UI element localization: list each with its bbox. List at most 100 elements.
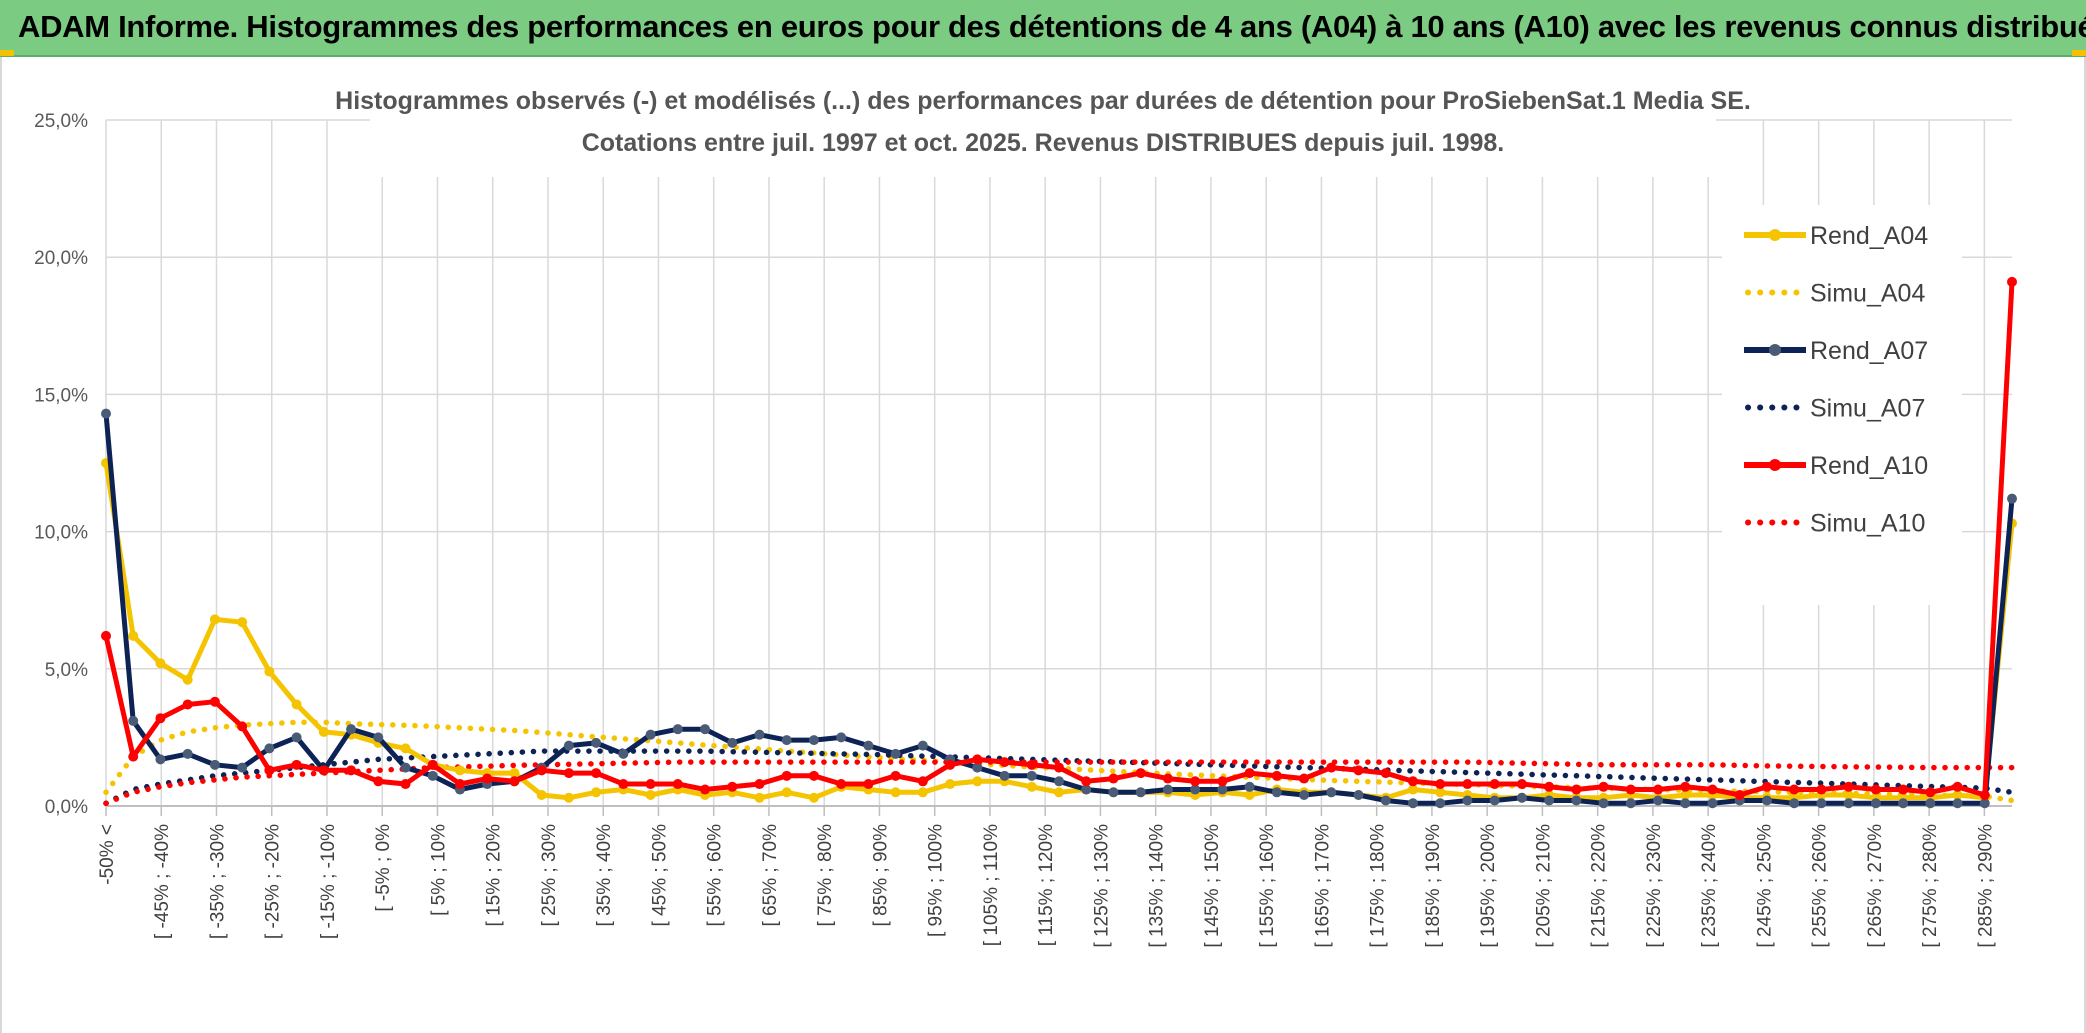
x-tick-label: [ -5% ; 0% — [373, 824, 394, 912]
data-point-rend-a10 — [591, 768, 602, 779]
data-point-rend-a04 — [155, 658, 166, 669]
data-point-rend-a04 — [808, 792, 819, 803]
data-point-rend-a07 — [1707, 798, 1718, 809]
data-point-rend-a04 — [182, 674, 193, 685]
x-tick-label: [ 215% ; 220% — [1589, 824, 1610, 948]
y-tick-label: 25,0% — [34, 111, 88, 132]
data-point-rend-a10 — [1435, 779, 1446, 790]
data-point-rend-a07 — [101, 408, 111, 419]
data-point-rend-a10 — [427, 759, 438, 770]
data-point-rend-a10 — [182, 699, 193, 710]
data-point-rend-a07 — [2007, 493, 2017, 504]
data-point-rend-a10 — [972, 754, 983, 765]
data-point-rend-a04 — [291, 699, 302, 710]
data-point-rend-a07 — [182, 748, 193, 759]
data-point-rend-a10 — [1108, 773, 1119, 784]
series-rend-a10 — [101, 276, 2017, 801]
legend-item-rend-a07: Rend_A07 — [1744, 337, 1928, 365]
data-point-rend-a04 — [972, 776, 983, 787]
data-point-rend-a07 — [427, 770, 438, 781]
data-point-rend-a10 — [1271, 770, 1282, 781]
x-tick-label: [ 5% ; 10% — [428, 824, 449, 916]
data-point-rend-a10 — [101, 630, 111, 641]
legend-label: Simu_A07 — [1810, 395, 1925, 423]
header-banner: ADAM Informe. Histogrammes des performan… — [0, 0, 2086, 57]
data-point-rend-a10 — [1898, 784, 1909, 795]
x-tick-label: [ 45% ; 50% — [649, 824, 670, 927]
x-tick-label: [ -25% ; -20% — [263, 824, 284, 939]
y-tick-label: 0,0% — [45, 797, 88, 818]
data-point-rend-a10 — [618, 779, 629, 790]
data-point-rend-a10 — [482, 773, 493, 784]
data-point-rend-a10 — [1544, 781, 1555, 792]
data-point-rend-a07 — [373, 732, 384, 743]
data-point-rend-a07 — [1462, 795, 1473, 806]
series-lines — [101, 276, 2017, 809]
x-tick-label: [ 265% ; 270% — [1865, 824, 1886, 948]
data-point-rend-a07 — [1054, 776, 1064, 787]
x-tick-label: [ 235% ; 240% — [1699, 824, 1720, 948]
x-tick-label: [ 125% ; 130% — [1091, 824, 1112, 948]
data-point-rend-a07 — [1870, 798, 1881, 809]
x-tick-label: [ 95% ; 100% — [926, 824, 947, 937]
data-point-rend-a04 — [264, 666, 275, 677]
data-point-rend-a07 — [1162, 784, 1173, 795]
data-point-rend-a10 — [917, 776, 928, 787]
data-point-rend-a10 — [1516, 779, 1527, 790]
data-point-rend-a07 — [890, 748, 901, 759]
x-tick-label: [ 75% ; 80% — [815, 824, 836, 927]
legend-label: Rend_A10 — [1810, 452, 1928, 480]
data-point-rend-a04 — [1952, 790, 1963, 801]
data-point-rend-a04 — [1435, 787, 1446, 798]
data-point-rend-a07 — [1135, 787, 1146, 798]
data-point-rend-a04 — [400, 743, 411, 754]
data-point-rend-a10 — [128, 751, 139, 762]
data-point-rend-a10 — [1135, 768, 1146, 779]
data-point-rend-a04 — [781, 787, 792, 798]
x-tick-label: [ -35% ; -30% — [207, 824, 228, 939]
data-point-rend-a10 — [1380, 768, 1391, 779]
x-tick-label: [ 245% ; 250% — [1754, 824, 1775, 948]
data-point-rend-a10 — [645, 779, 656, 790]
data-point-rend-a04 — [1843, 790, 1854, 801]
data-point-rend-a07 — [264, 743, 275, 754]
x-tick-label: [ 275% ; 280% — [1920, 824, 1941, 948]
legend-item-simu-a07: Simu_A07 — [1745, 395, 1925, 423]
data-point-rend-a10 — [155, 713, 166, 724]
data-point-rend-a07 — [1598, 798, 1609, 809]
data-point-rend-a04 — [209, 614, 220, 625]
data-point-rend-a07 — [563, 740, 574, 751]
data-point-rend-a07 — [209, 759, 220, 770]
data-point-rend-a10 — [1816, 784, 1827, 795]
data-point-rend-a10 — [1162, 773, 1173, 784]
data-point-rend-a04 — [945, 779, 956, 790]
data-point-rend-a04 — [1407, 784, 1418, 795]
x-tick-label: [ 145% ; 150% — [1202, 824, 1223, 948]
data-point-rend-a10 — [890, 770, 901, 781]
data-point-rend-a10 — [1789, 784, 1800, 795]
histogram-chart: 0,0% 5,0% 10,0% 15,0% 20,0% 25,0% -50% < [ -45… — [34, 81, 2017, 948]
data-point-rend-a07 — [727, 737, 738, 748]
data-point-rend-a10 — [400, 779, 411, 790]
data-point-rend-a10 — [1843, 781, 1854, 792]
legend-item-rend-a10: Rend_A10 — [1744, 452, 1928, 480]
data-point-rend-a07 — [1516, 792, 1527, 803]
data-point-rend-a04 — [754, 792, 765, 803]
data-point-rend-a07 — [346, 724, 357, 735]
data-point-rend-a04 — [1244, 790, 1255, 801]
data-point-rend-a07 — [1925, 798, 1936, 809]
legend: Rend_A04 Simu_A04 Rend_A07 Simu_A07 Rend_A10… — [1744, 222, 1928, 538]
legend-background — [1722, 205, 1962, 605]
data-point-rend-a07 — [1979, 798, 1990, 809]
data-point-rend-a07 — [1625, 798, 1636, 809]
data-point-rend-a10 — [1489, 779, 1500, 790]
data-point-rend-a04 — [890, 787, 901, 798]
data-point-rend-a10 — [209, 696, 220, 707]
x-tick-label: [ 195% ; 200% — [1478, 824, 1499, 948]
data-point-rend-a10 — [1653, 784, 1664, 795]
data-point-rend-a07 — [999, 770, 1010, 781]
chart-title-background — [370, 81, 1716, 177]
corner-marker-right — [2072, 50, 2086, 56]
data-point-rend-a10 — [264, 765, 275, 776]
y-tick-label: 15,0% — [34, 385, 88, 406]
